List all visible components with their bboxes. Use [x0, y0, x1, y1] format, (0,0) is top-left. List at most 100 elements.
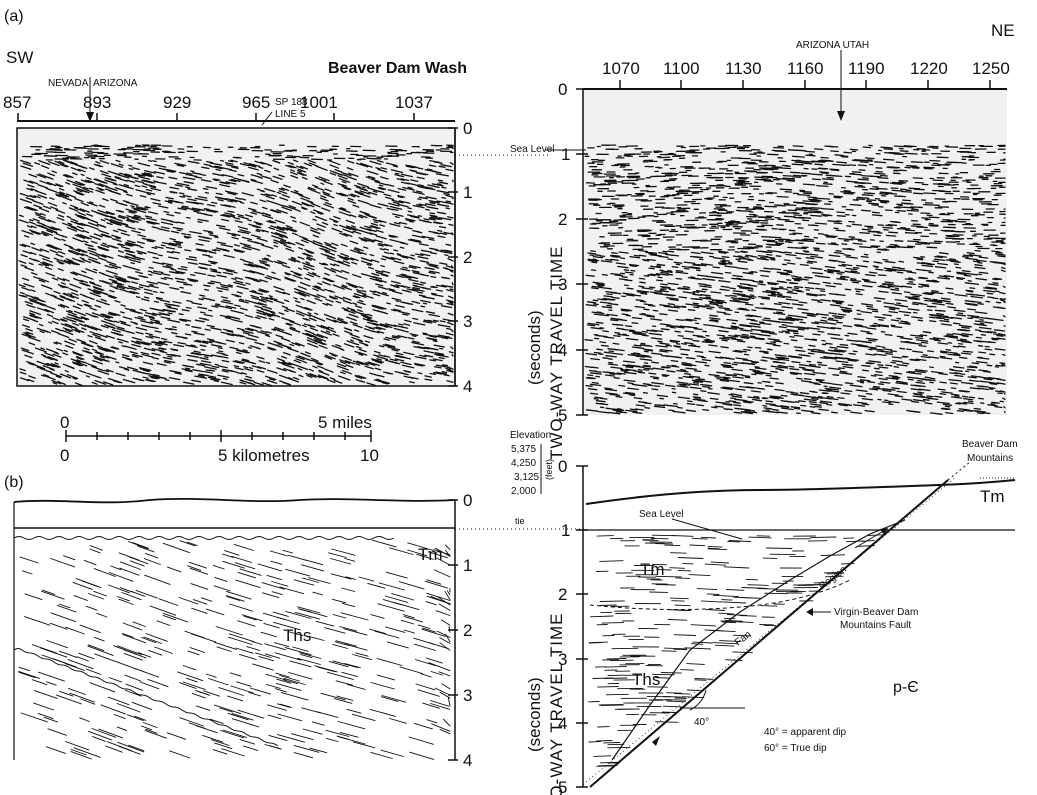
- scale-km-10: 10: [360, 446, 379, 465]
- tm-base-unconformity: [13, 536, 395, 540]
- seismic-section-a-right: [583, 89, 1007, 415]
- sea-level-label-a: Sea Level: [510, 144, 554, 155]
- tm-label-left: Tm: [418, 545, 443, 564]
- ths-label-right: Ths: [632, 670, 660, 689]
- time-tick-a-right-4: 4: [558, 341, 567, 360]
- shotpoint-893: 893: [83, 93, 111, 112]
- time-tick-a-left-4: 4: [463, 377, 472, 396]
- elevation-4250: 4,250: [511, 458, 536, 469]
- arizona-utah-arrowhead: [837, 111, 845, 121]
- fault-label-arrowhead: [806, 608, 813, 616]
- axis-title-a-units: (seconds): [525, 310, 544, 385]
- scale-bar-ticks: [65, 430, 372, 442]
- sp-188-label: SP 188: [275, 97, 308, 108]
- mountains-line2: Mountains: [967, 453, 1013, 464]
- axis-title-b-units: (seconds): [525, 677, 544, 752]
- reflection-texture-a-right: [584, 144, 1006, 415]
- fault-label-line1: Virgin-Beaver Dam: [834, 607, 918, 618]
- mountains-line1: Beaver Dam: [962, 439, 1018, 450]
- shotpoint-1160: 1160: [787, 59, 824, 78]
- dip-note-apparent: 40° = apparent dip: [764, 727, 847, 738]
- tm-label-far: Tm: [980, 487, 1005, 506]
- time-tick-a-right-1: 1: [561, 145, 570, 164]
- elevation-5375: 5,375: [511, 444, 536, 455]
- time-tick-b-left-2: 2: [463, 621, 472, 640]
- panel-a-label: (a): [4, 8, 24, 25]
- fault-dotted-trace: [579, 477, 956, 788]
- fan-label: Fan: [733, 629, 753, 648]
- time-ticks-a-left: [448, 127, 458, 387]
- line-5-label: LINE 5: [275, 109, 306, 120]
- axis-title-b: (seconds) TWO-WAY TRAVEL TIME: [525, 612, 566, 795]
- pc-label: p-Є: [893, 679, 919, 696]
- scale-km-5: 5 kilometres: [218, 446, 310, 465]
- time-tick-b-right-1: 1: [561, 521, 570, 540]
- shotpoint-1190: 1190: [848, 59, 885, 78]
- time-tick-a-right-3: 3: [558, 275, 567, 294]
- shotpoint-1070: 1070: [602, 59, 640, 78]
- dip-note-true: 60° = True dip: [764, 743, 827, 754]
- time-tick-b-right-5: 5: [558, 778, 567, 795]
- ground-surface-b-left: [13, 497, 456, 504]
- shotpoint-1220: 1220: [910, 59, 948, 78]
- dip-angle-arc: [689, 689, 707, 711]
- deep-unconformity: [13, 648, 279, 747]
- time-tick-b-right-4: 4: [558, 714, 567, 733]
- shotpoint-1037: 1037: [395, 93, 433, 112]
- sea-level-label-b: Sea Level: [639, 509, 683, 520]
- time-tick-b-right-3: 3: [558, 650, 567, 669]
- shotpoint-ticks-a-left: [17, 113, 415, 121]
- ground-surface-b-right: [585, 479, 1016, 505]
- virgin-beaver-dam-fault: [589, 479, 949, 788]
- shotpoint-929: 929: [163, 93, 191, 112]
- time-tick-a-right-5: 5: [558, 406, 567, 425]
- axis-title-b-main: TWO-WAY TRAVEL TIME: [547, 612, 566, 795]
- time-tick-a-left-1: 1: [463, 183, 472, 202]
- scale-miles-0: 0: [60, 413, 69, 432]
- elevation-2000: 2,000: [511, 486, 536, 497]
- fault-label-line2: Mountains Fault: [840, 620, 911, 631]
- time-tick-a-right-0: 0: [558, 80, 567, 99]
- region-arrow: [854, 529, 886, 549]
- beaver-dam-wash-title: Beaver Dam Wash: [328, 60, 467, 77]
- time-tick-a-left-0: 0: [463, 119, 472, 138]
- shotpoint-965: 965: [242, 93, 270, 112]
- elevation-3125: 3,125: [514, 472, 539, 483]
- panel-b-label: (b): [4, 474, 24, 491]
- region-label: Region: [817, 564, 849, 592]
- sea-level-pointer-b: [671, 518, 743, 540]
- shotpoint-ticks-a-right: [619, 80, 991, 89]
- fan-boundary: [611, 519, 906, 761]
- time-tick-b-right-0: 0: [558, 457, 567, 476]
- time-tick-b-left-0: 0: [463, 491, 472, 510]
- time-ticks-b-right: [576, 465, 588, 788]
- state-border-arrowhead: [86, 112, 94, 122]
- tm-label-right: Tm: [640, 560, 665, 579]
- arizona-label: ARIZONA: [93, 78, 138, 89]
- time-tick-b-left-4: 4: [463, 751, 472, 770]
- time-tick-a-left-3: 3: [463, 312, 472, 331]
- region-arrowhead: [880, 528, 888, 535]
- interpreted-reflectors-b-right: [588, 534, 883, 767]
- shotpoint-857: 857: [3, 93, 31, 112]
- shotpoint-1130: 1130: [725, 59, 762, 78]
- nevada-label: NEVADA: [48, 78, 89, 89]
- time-tick-b-left-1: 1: [463, 556, 472, 575]
- sp-pointer: [261, 111, 273, 126]
- shotpoint-1100: 1100: [663, 59, 700, 78]
- shotpoint-1250: 1250: [972, 59, 1010, 78]
- time-tick-a-left-2: 2: [463, 248, 472, 267]
- scale-miles-5: 5 miles: [318, 413, 372, 432]
- time-tick-a-right-2: 2: [558, 210, 567, 229]
- time-tick-b-right-2: 2: [558, 585, 567, 604]
- tie-label: tie: [515, 516, 525, 526]
- dip-angle-label: 40°: [694, 717, 709, 728]
- direction-sw: SW: [6, 48, 33, 67]
- interpreted-reflectors-b-left: [18, 539, 451, 760]
- axis-title-a-main: TWO-WAY TRAVEL TIME: [547, 245, 566, 460]
- time-tick-b-left-3: 3: [463, 686, 472, 705]
- fault-arrow-lower: [652, 736, 660, 746]
- scale-km-0: 0: [60, 446, 69, 465]
- time-ticks-a-right: [576, 88, 588, 416]
